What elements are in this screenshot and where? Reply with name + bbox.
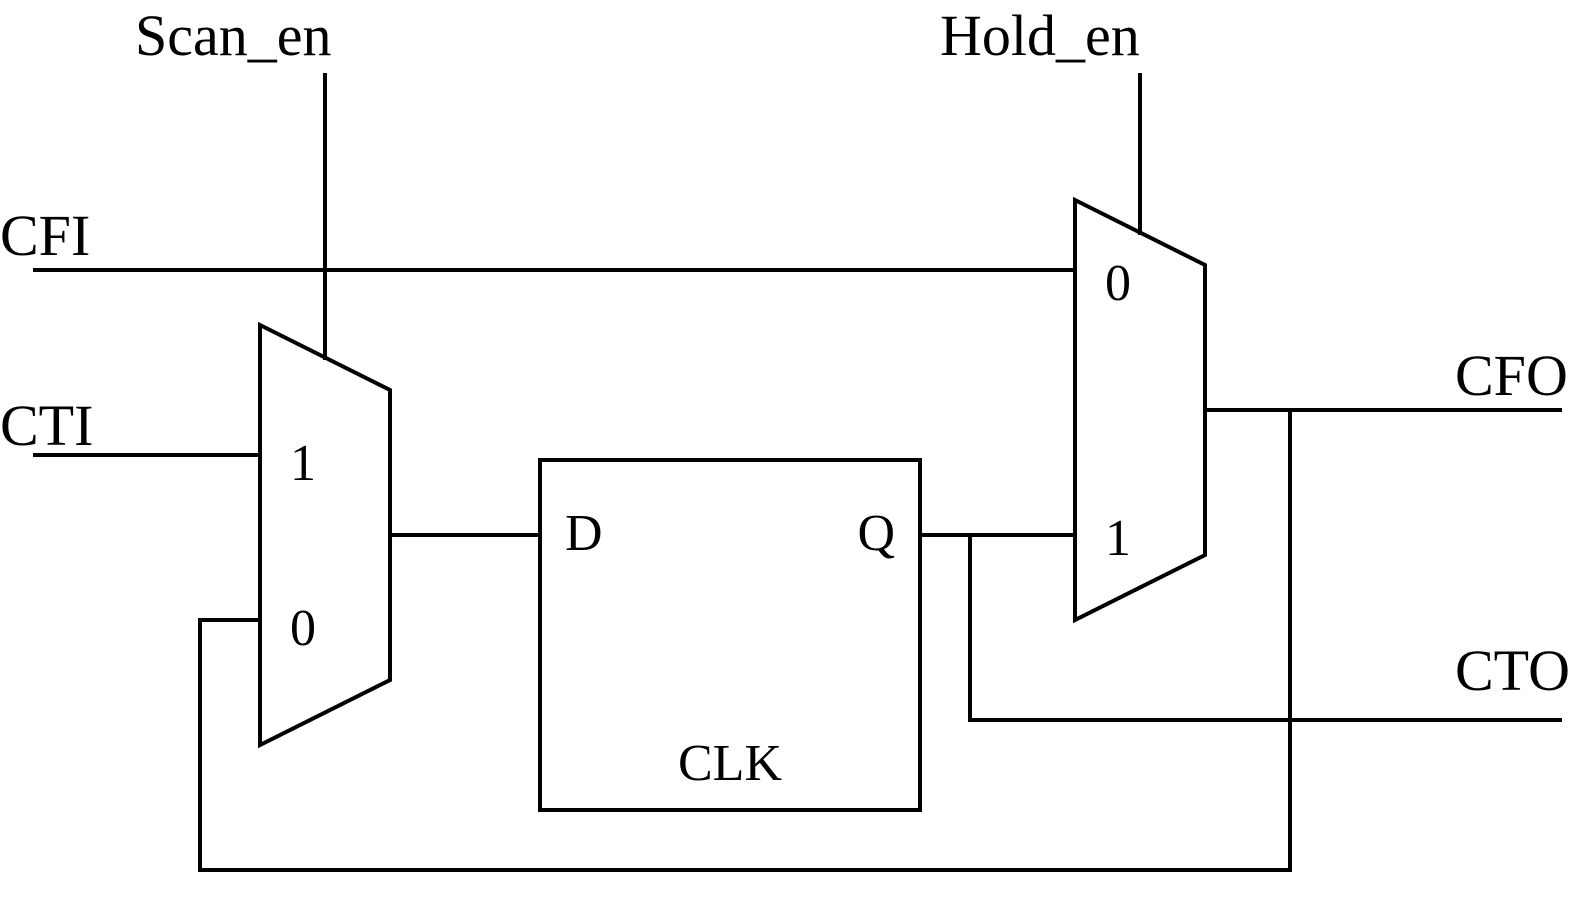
label-cfi: CFI (0, 203, 90, 268)
label-mux1-0: 0 (290, 600, 316, 657)
label-hold-en: Hold_en (940, 3, 1140, 68)
label-mux1-1: 1 (290, 435, 316, 492)
mux-hold (1075, 200, 1205, 620)
label-mux2-1: 1 (1105, 510, 1131, 567)
label-cto: CTO (1455, 638, 1570, 703)
label-cfo: CFO (1455, 343, 1568, 408)
mux-scan (260, 325, 390, 745)
label-scan-en: Scan_en (135, 3, 332, 68)
label-mux2-0: 0 (1105, 255, 1131, 312)
label-cti: CTI (0, 393, 93, 458)
circuit-diagram: Scan_en Hold_en CFI CTI CFO CTO 1 0 0 1 D Q CLK (0, 0, 1590, 904)
label-d-pin: D (565, 505, 603, 562)
wires-group (35, 75, 1560, 870)
label-q-pin: Q (857, 505, 895, 562)
labels-group: Scan_en Hold_en CFI CTI CFO CTO 1 0 0 1 D Q CLK (0, 3, 1570, 792)
label-clk: CLK (678, 735, 782, 792)
